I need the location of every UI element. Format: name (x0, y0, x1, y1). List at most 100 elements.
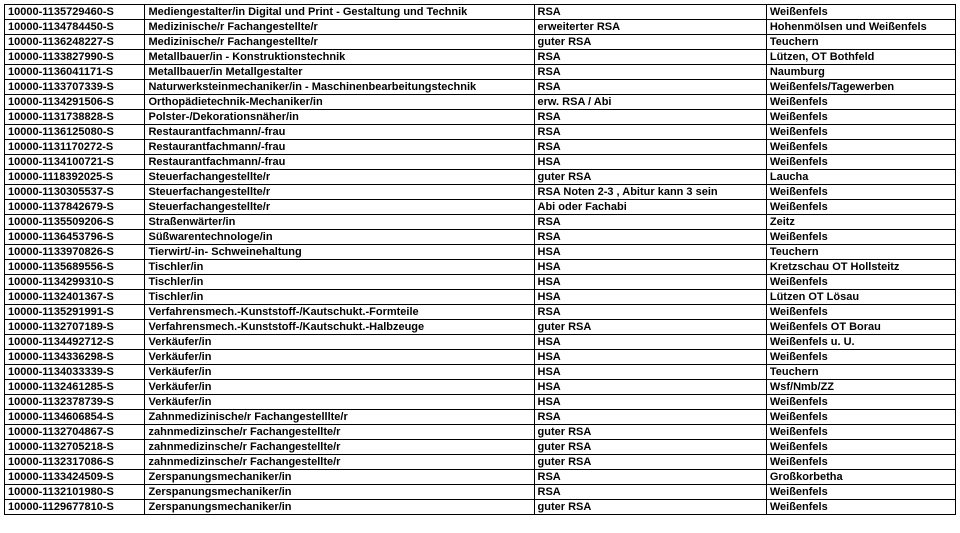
cell-job: Verkäufer/in (145, 380, 534, 395)
table-row: 10000-1134606854-SZahnmedizinische/r Fac… (5, 410, 956, 425)
cell-location: Hohenmölsen und Weißenfels (766, 20, 955, 35)
cell-qualification: HSA (534, 260, 766, 275)
cell-id: 10000-1131170272-S (5, 140, 145, 155)
cell-qualification: RSA (534, 470, 766, 485)
cell-id: 10000-1132704867-S (5, 425, 145, 440)
table-row: 10000-1135509206-SStraßenwärter/inRSAZei… (5, 215, 956, 230)
cell-id: 10000-1132101980-S (5, 485, 145, 500)
table-row: 10000-1131170272-SRestaurantfachmann/-fr… (5, 140, 956, 155)
table-row: 10000-1133970826-STierwirt/-in- Schweine… (5, 245, 956, 260)
cell-location: Weißenfels (766, 485, 955, 500)
cell-job: Süßwarentechnologe/in (145, 230, 534, 245)
cell-qualification: RSA (534, 125, 766, 140)
cell-id: 10000-1132461285-S (5, 380, 145, 395)
table-row: 10000-1135291991-SVerfahrensmech.-Kunsts… (5, 305, 956, 320)
cell-job: Zerspanungsmechaniker/in (145, 500, 534, 515)
cell-location: Weißenfels (766, 185, 955, 200)
cell-qualification: RSA (534, 230, 766, 245)
cell-qualification: HSA (534, 350, 766, 365)
cell-location: Weißenfels (766, 125, 955, 140)
cell-location: Weißenfels (766, 455, 955, 470)
cell-qualification: guter RSA (534, 35, 766, 50)
cell-id: 10000-1133827990-S (5, 50, 145, 65)
table-row: 10000-1134291506-SOrthopädietechnik-Mech… (5, 95, 956, 110)
cell-id: 10000-1134606854-S (5, 410, 145, 425)
cell-location: Teuchern (766, 35, 955, 50)
cell-qualification: RSA Noten 2-3 , Abitur kann 3 sein (534, 185, 766, 200)
cell-job: Verkäufer/in (145, 335, 534, 350)
table-row: 10000-1132461285-SVerkäufer/inHSAWsf/Nmb… (5, 380, 956, 395)
table-row: 10000-1132704867-Szahnmedizinsche/r Fach… (5, 425, 956, 440)
cell-job: Polster-/Dekorationsnäher/in (145, 110, 534, 125)
cell-location: Weißenfels (766, 5, 955, 20)
cell-job: zahnmedizinsche/r Fachangestellte/r (145, 440, 534, 455)
cell-job: Mediengestalter/in Digital und Print - G… (145, 5, 534, 20)
cell-job: Tischler/in (145, 275, 534, 290)
cell-job: Restaurantfachmann/-frau (145, 155, 534, 170)
cell-location: Weißenfels (766, 440, 955, 455)
cell-qualification: guter RSA (534, 440, 766, 455)
cell-job: Medizinische/r Fachangestellte/r (145, 35, 534, 50)
table-row: 10000-1134299310-STischler/inHSAWeißenfe… (5, 275, 956, 290)
cell-qualification: RSA (534, 215, 766, 230)
cell-job: Medizinische/r Fachangestellte/r (145, 20, 534, 35)
cell-qualification: RSA (534, 5, 766, 20)
cell-qualification: RSA (534, 50, 766, 65)
cell-qualification: RSA (534, 140, 766, 155)
table-row: 10000-1136453796-SSüßwarentechnologe/inR… (5, 230, 956, 245)
cell-qualification: Abi oder Fachabi (534, 200, 766, 215)
table-row: 10000-1132705218-Szahnmedizinsche/r Fach… (5, 440, 956, 455)
cell-location: Weißenfels (766, 350, 955, 365)
cell-qualification: erweiterter RSA (534, 20, 766, 35)
table-row: 10000-1130305537-SSteuerfachangestellte/… (5, 185, 956, 200)
cell-location: Naumburg (766, 65, 955, 80)
cell-qualification: HSA (534, 335, 766, 350)
cell-id: 10000-1129677810-S (5, 500, 145, 515)
table-row: 10000-1132317086-Szahnmedizinsche/r Fach… (5, 455, 956, 470)
cell-job: Steuerfachangestellte/r (145, 185, 534, 200)
cell-location: Weißenfels (766, 425, 955, 440)
cell-location: Weißenfels OT Borau (766, 320, 955, 335)
cell-qualification: RSA (534, 305, 766, 320)
cell-qualification: HSA (534, 155, 766, 170)
cell-job: Zerspanungsmechaniker/in (145, 485, 534, 500)
cell-id: 10000-1135509206-S (5, 215, 145, 230)
table-row: 10000-1136125080-SRestaurantfachmann/-fr… (5, 125, 956, 140)
cell-id: 10000-1136125080-S (5, 125, 145, 140)
cell-job: Verkäufer/in (145, 395, 534, 410)
cell-job: Restaurantfachmann/-frau (145, 125, 534, 140)
cell-id: 10000-1137842679-S (5, 200, 145, 215)
cell-location: Weißenfels (766, 395, 955, 410)
cell-job: Verkäufer/in (145, 365, 534, 380)
cell-id: 10000-1132378739-S (5, 395, 145, 410)
cell-id: 10000-1135291991-S (5, 305, 145, 320)
cell-location: Weißenfels (766, 200, 955, 215)
cell-job: Tischler/in (145, 260, 534, 275)
cell-id: 10000-1134299310-S (5, 275, 145, 290)
cell-job: Verfahrensmech.-Kunststoff-/Kautschukt.-… (145, 320, 534, 335)
cell-job: Steuerfachangestellte/r (145, 170, 534, 185)
cell-qualification: HSA (534, 380, 766, 395)
cell-qualification: RSA (534, 65, 766, 80)
cell-id: 10000-1131738828-S (5, 110, 145, 125)
cell-id: 10000-1134100721-S (5, 155, 145, 170)
table-row: 10000-1135689556-STischler/inHSAKretzsch… (5, 260, 956, 275)
cell-id: 10000-1132707189-S (5, 320, 145, 335)
cell-job: Zahnmedizinische/r Fachangestelllte/r (145, 410, 534, 425)
cell-qualification: HSA (534, 245, 766, 260)
cell-job: Naturwerksteinmechaniker/in - Maschinenb… (145, 80, 534, 95)
cell-id: 10000-1133970826-S (5, 245, 145, 260)
cell-qualification: RSA (534, 485, 766, 500)
table-row: 10000-1133707339-SNaturwerksteinmechanik… (5, 80, 956, 95)
cell-location: Teuchern (766, 365, 955, 380)
cell-location: Weißenfels (766, 95, 955, 110)
table-row: 10000-1134033339-SVerkäufer/inHSATeucher… (5, 365, 956, 380)
cell-job: Verkäufer/in (145, 350, 534, 365)
cell-id: 10000-1134492712-S (5, 335, 145, 350)
cell-location: Weißenfels u. U. (766, 335, 955, 350)
cell-id: 10000-1134033339-S (5, 365, 145, 380)
cell-qualification: HSA (534, 365, 766, 380)
cell-id: 10000-1135729460-S (5, 5, 145, 20)
cell-job: Orthopädietechnik-Mechaniker/in (145, 95, 534, 110)
cell-location: Zeitz (766, 215, 955, 230)
